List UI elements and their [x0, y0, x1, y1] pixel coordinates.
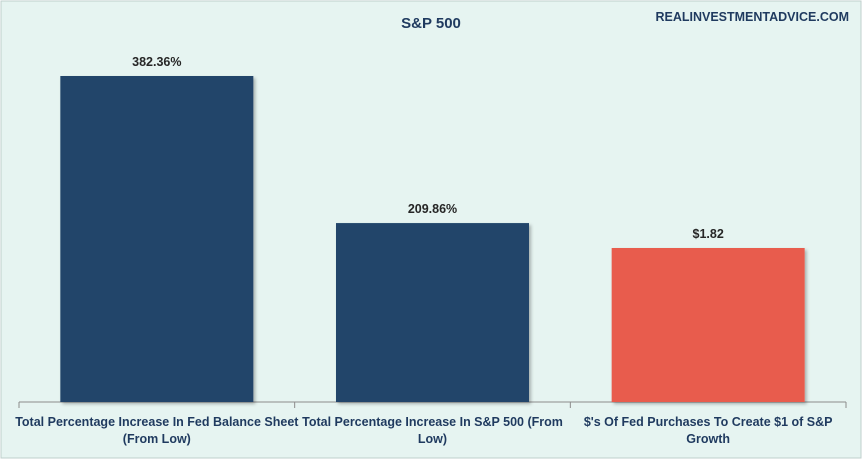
category-label-2: Low)	[418, 432, 447, 446]
bar-3	[611, 248, 805, 402]
bar-2	[336, 223, 529, 402]
bar-1	[60, 76, 254, 402]
data-label-1: 382.36%	[132, 55, 181, 69]
category-label-1: (From Low)	[123, 432, 191, 446]
category-label-3: $'s Of Fed Purchases To Create $1 of S&P	[584, 415, 833, 429]
source-label: REALINVESTMENTADVICE.COM	[655, 10, 849, 24]
category-label-3: Growth	[686, 432, 730, 446]
category-label-2: Total Percentage Increase In S&P 500 (Fr…	[302, 415, 563, 429]
data-label-2: 209.86%	[408, 202, 457, 216]
category-label-1: Total Percentage Increase In Fed Balance…	[15, 415, 299, 429]
chart-title: S&P 500	[401, 15, 461, 32]
data-label-3: $1.82	[693, 227, 724, 241]
plot-area: 382.36% Total Percentage Increase In Fed …	[15, 55, 847, 446]
